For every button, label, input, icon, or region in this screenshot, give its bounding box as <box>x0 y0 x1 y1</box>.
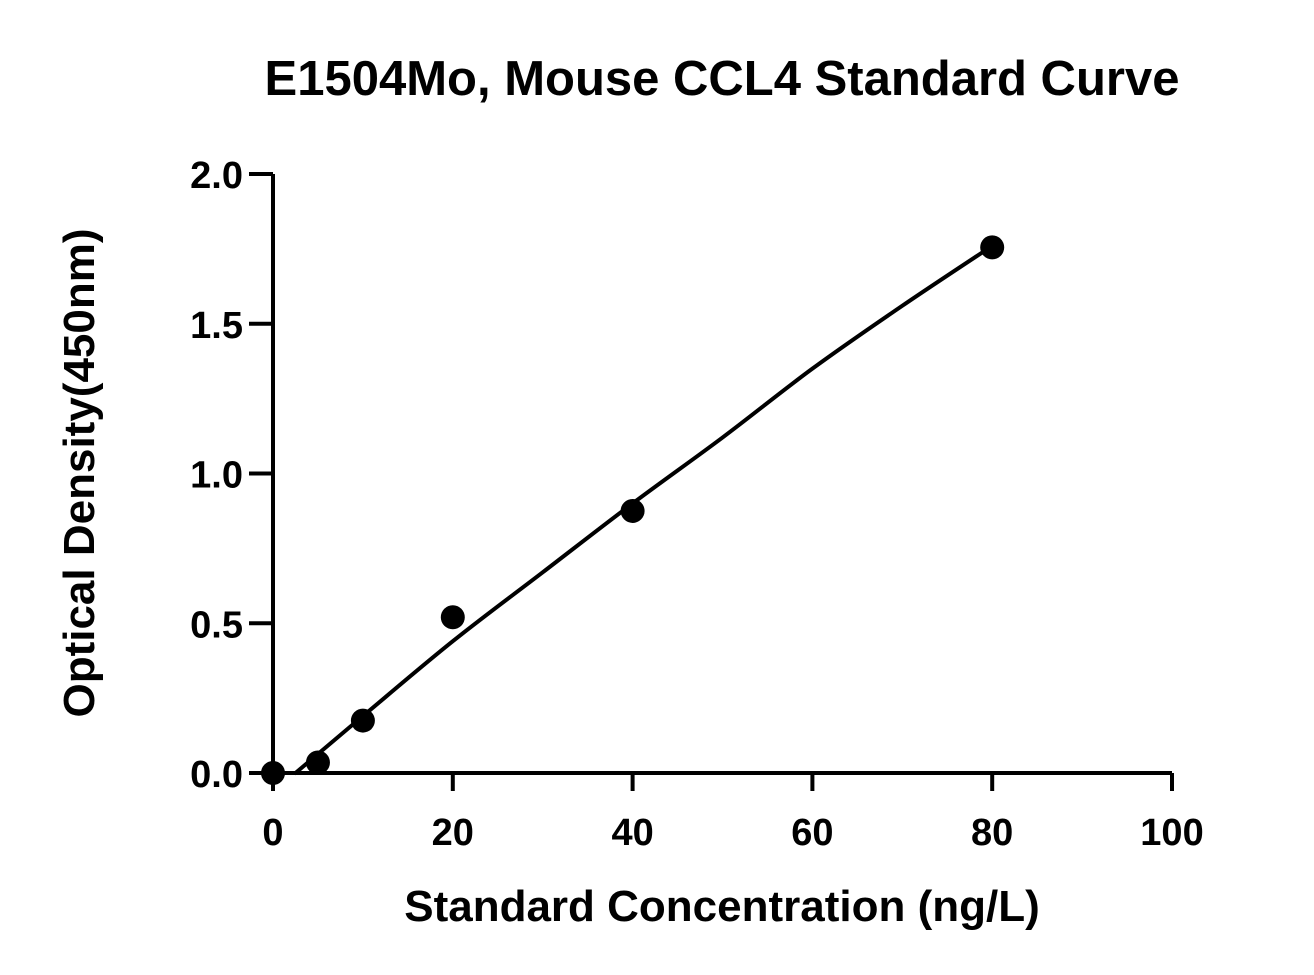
y-axis: 0.0 0.5 1.0 1.5 2.0 <box>190 155 275 796</box>
data-point <box>440 605 465 630</box>
x-axis-label: Standard Concentration (ng/L) <box>404 882 1040 931</box>
y-tick-label: 1.5 <box>190 305 243 347</box>
x-tick-label: 80 <box>971 812 1013 854</box>
y-tick-label: 1.0 <box>190 455 243 497</box>
data-point <box>620 498 645 523</box>
data-point <box>350 708 375 733</box>
x-tick-label: 100 <box>1140 812 1203 854</box>
y-tick-label: 0.5 <box>190 604 243 646</box>
x-tick-label: 40 <box>611 812 653 854</box>
x-tick-label: 60 <box>791 812 833 854</box>
chart-title: E1504Mo, Mouse CCL4 Standard Curve <box>265 52 1180 106</box>
y-axis-label: Optical Density(450nm) <box>55 228 104 717</box>
x-tick-label: 0 <box>262 812 283 854</box>
x-tick-label: 20 <box>432 812 474 854</box>
data-point <box>980 235 1005 260</box>
data-point <box>261 761 285 785</box>
y-tick-label: 2.0 <box>190 155 243 197</box>
x-axis: 0 20 40 60 80 100 <box>262 771 1204 854</box>
y-tick-label: 0.0 <box>190 754 243 796</box>
data-point <box>305 750 330 775</box>
data-points-layer <box>261 235 1005 785</box>
